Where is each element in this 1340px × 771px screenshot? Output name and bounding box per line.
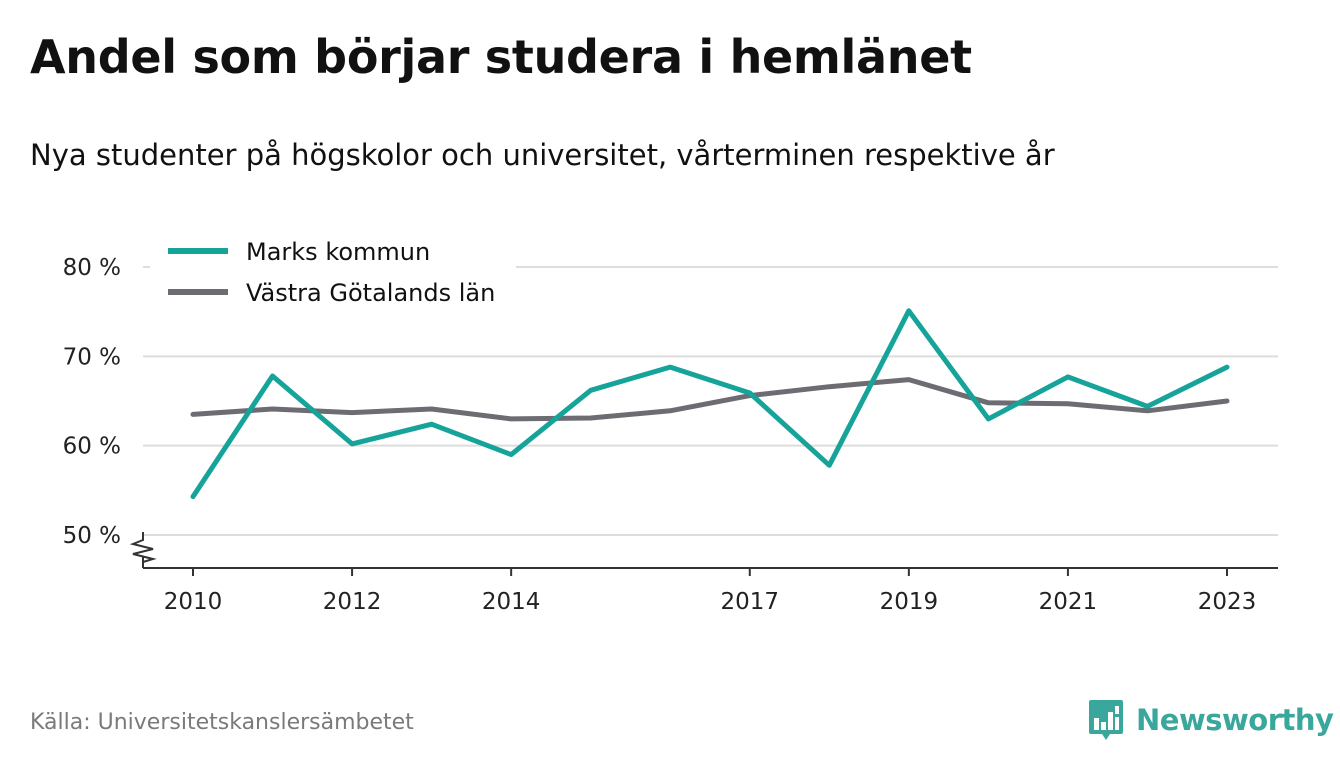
x-tick-label: 2014 [482,589,541,615]
line-chart: 50 % 60 % 70 % 80 % 2010 2012 2014 2017 2019 2021… [62,228,1278,615]
source-note: Källa: Universitetskanslersämbetet [30,710,414,735]
y-tick-label: 80 % [63,255,121,281]
y-tick-label: 70 % [63,344,121,370]
chart-title: Andel som börjar studera i hemlänet [30,30,972,84]
y-tick-label: 60 % [63,434,121,460]
series-line-vastra-gotalands-lan [190,377,1230,422]
legend: Marks kommun Västra Götalands län [150,228,516,314]
x-tick-label: 2012 [323,589,382,615]
legend-label: Västra Götalands län [246,279,495,307]
x-tick-label: 2023 [1198,589,1257,615]
x-tick-label: 2021 [1039,589,1098,615]
series-line-marks-kommun [190,308,1230,500]
x-tick-label: 2019 [880,589,939,615]
series-lines [190,308,1230,500]
y-tick-label: 50 % [63,523,121,549]
newsworthy-logo[interactable]: Newsworthy [1088,698,1334,742]
x-tick-label: 2010 [164,589,223,615]
chart-subtitle: Nya studenter på högskolor och universit… [30,138,1055,172]
legend-label: Marks kommun [246,238,430,266]
x-tick-label: 2017 [720,589,779,615]
brand-name: Newsworthy [1136,703,1334,737]
axes: 50 % 60 % 70 % 80 % 2010 2012 2014 2017 2019 2021… [63,255,1278,615]
axis-break-icon [129,532,157,563]
bar-chart-speech-bubble-icon [1089,700,1123,740]
legend-background [150,228,516,314]
